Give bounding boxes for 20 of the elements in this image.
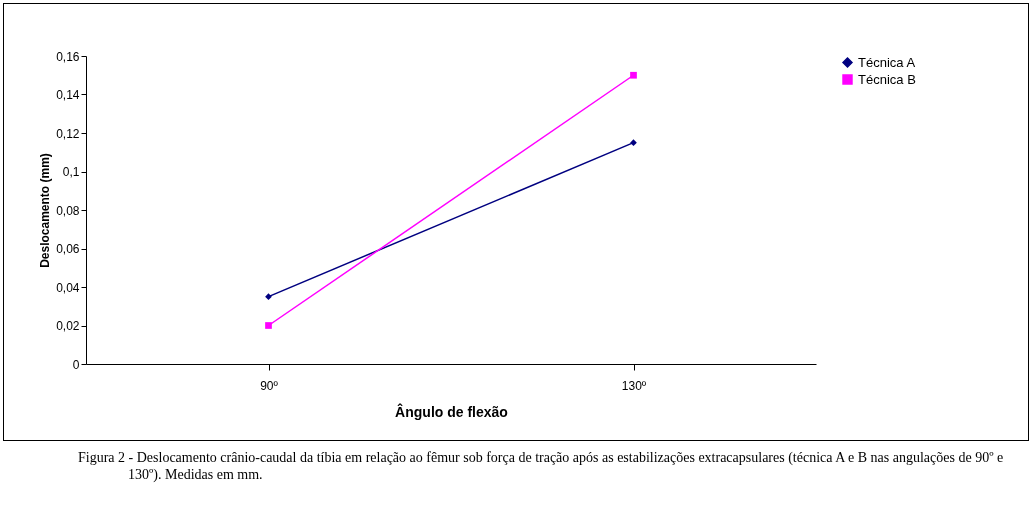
y-tick-label: 0,14 bbox=[56, 88, 80, 102]
y-tick-label: 0,04 bbox=[56, 280, 80, 295]
y-tick-label: 0,02 bbox=[56, 319, 80, 333]
point bbox=[630, 71, 637, 79]
text: Figura 2 - Deslocamento crânio-caudal da tíbia em relação ao fêmur sob força de tração após as estabilizações extracapsulares (técnica A e B nas angulações de 90º e 130º). Medidas em mm. bbox=[78, 449, 1005, 483]
y-tick-label: 0,16 bbox=[56, 49, 80, 64]
y-tick-label: 0 bbox=[72, 357, 80, 372]
y-tick-label: 0,06 bbox=[56, 242, 80, 256]
y-tick-label: 0,1 bbox=[62, 165, 80, 179]
point bbox=[630, 139, 637, 146]
point bbox=[265, 322, 272, 329]
x-axis-title: Ângulo de flexão bbox=[395, 402, 508, 420]
point bbox=[265, 293, 272, 300]
x-tick-label: 130º bbox=[621, 378, 647, 393]
legend-label: Técnica B bbox=[858, 71, 916, 87]
y-tick-label: 0,08 bbox=[56, 203, 80, 218]
y-axis-title: Deslocamento (mm) bbox=[38, 153, 53, 268]
x-tick-label: 90º bbox=[260, 378, 279, 393]
y-tick-label: 0,12 bbox=[56, 126, 80, 141]
legend-label: Técnica A bbox=[858, 54, 916, 70]
